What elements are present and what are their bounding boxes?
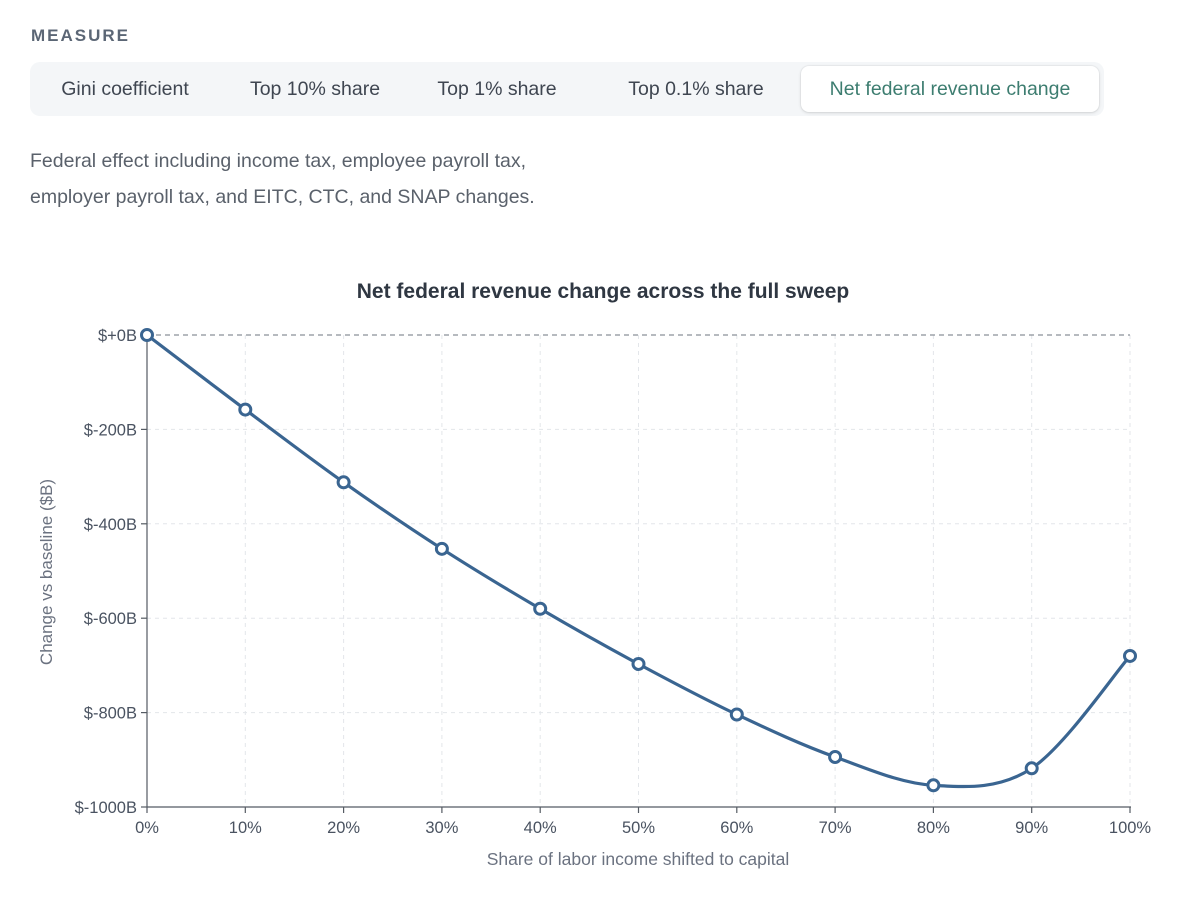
x-tick-label: 20%: [327, 819, 360, 837]
data-point: [238, 402, 253, 417]
x-tick-label: 0%: [135, 819, 159, 837]
x-tick-label: 80%: [917, 819, 950, 837]
data-point: [926, 778, 941, 793]
tab-top-1-share[interactable]: Top 1% share: [437, 78, 557, 100]
data-point: [336, 475, 351, 490]
y-tick-label: $-600B: [84, 610, 137, 628]
x-tick-label: 40%: [524, 819, 557, 837]
chart-title: Net federal revenue change across the fu…: [357, 280, 850, 303]
measure-heading: MEASURE: [31, 26, 131, 45]
y-tick-label: $-400B: [84, 516, 137, 534]
y-axis-ticks: $+0B $-200B $-400B $-600B $-800B $-1000B: [75, 327, 147, 817]
tab-top-01-share[interactable]: Top 0.1% share: [628, 78, 764, 100]
data-point: [828, 749, 843, 764]
measure-description: Federal effect including income tax, emp…: [30, 150, 535, 208]
x-tick-label: 60%: [720, 819, 753, 837]
x-tick-label: 50%: [622, 819, 655, 837]
tab-net-federal-revenue-change[interactable]: Net federal revenue change: [801, 66, 1099, 112]
data-point: [1123, 648, 1137, 663]
revenue-change-chart: Net federal revenue change across the fu…: [37, 280, 1151, 869]
x-tick-label: 30%: [425, 819, 458, 837]
data-point: [140, 328, 154, 342]
data-point: [533, 601, 548, 616]
y-tick-label: $+0B: [98, 327, 137, 345]
x-tick-label: 90%: [1015, 819, 1048, 837]
y-tick-label: $-1000B: [75, 799, 137, 817]
y-tick-label: $-200B: [84, 421, 137, 439]
y-tick-label: $-800B: [84, 705, 137, 723]
x-tick-label: 100%: [1109, 819, 1152, 837]
tab-top-10-share[interactable]: Top 10% share: [249, 78, 381, 100]
chart-series: [140, 328, 1137, 793]
chart-grid: [147, 334, 1131, 807]
tab-gini-coefficient[interactable]: Gini coefficient: [61, 78, 189, 100]
data-point: [434, 541, 449, 556]
data-point: [729, 707, 744, 722]
measure-tab-bar: Gini coefficient Top 10% share Top 1% sh…: [30, 62, 1104, 116]
x-tick-label: 10%: [229, 819, 262, 837]
y-axis-label: Change vs baseline ($B): [37, 479, 56, 665]
x-axis-label: Share of labor income shifted to capital: [487, 849, 790, 869]
data-point: [631, 656, 646, 671]
data-point: [1024, 761, 1039, 776]
x-axis-ticks: 0% 10% 20% 30% 40% 50% 60% 70% 80% 90% 100%: [135, 807, 1151, 837]
x-tick-label: 70%: [819, 819, 852, 837]
